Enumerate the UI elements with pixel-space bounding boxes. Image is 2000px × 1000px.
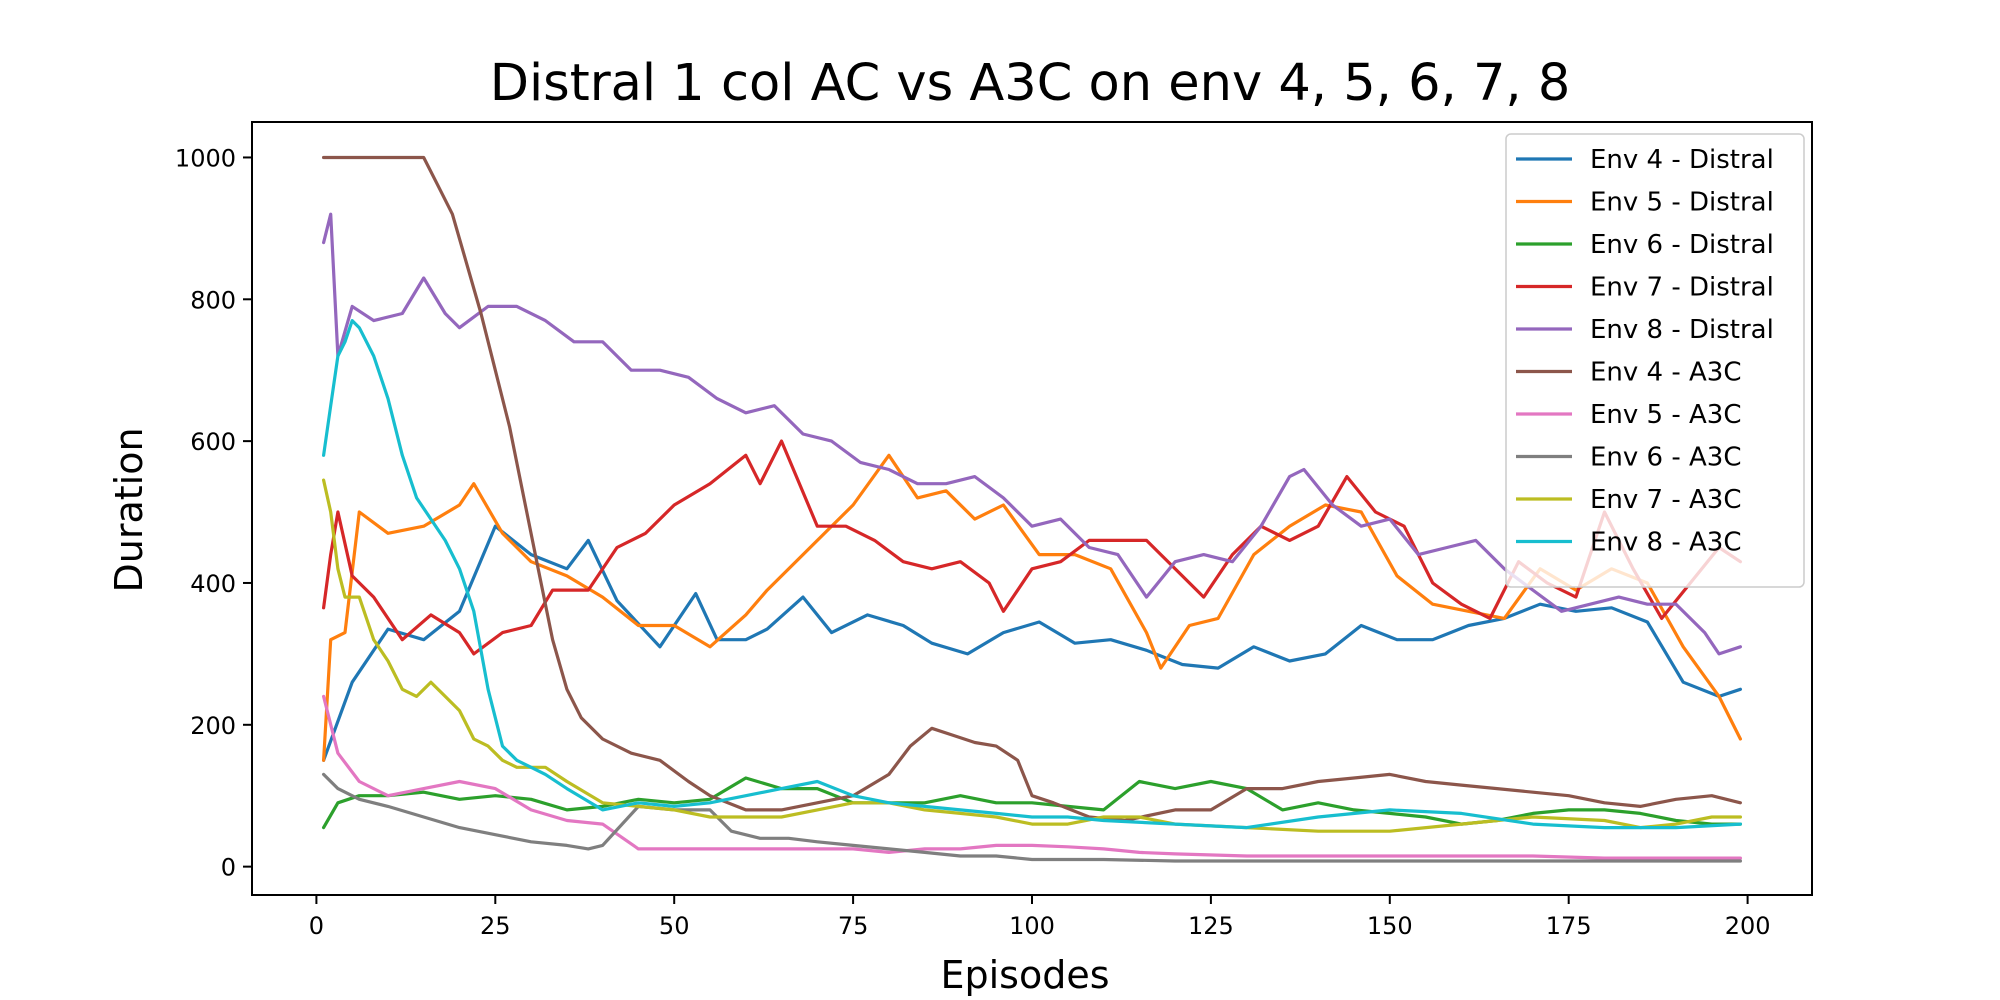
y-axis: 0 200 400 600 800 1000 [175, 144, 252, 882]
legend-label-4: Env 7 - Distral [1590, 273, 1774, 303]
legend-label-8: Env 6 - A3C [1590, 443, 1742, 473]
legend-label-5: Env 8 - Distral [1590, 315, 1774, 345]
series-line-5 [322, 212, 1743, 656]
series-line-10 [322, 319, 1743, 830]
y-tick-label: 0 [221, 854, 236, 882]
series-line-8 [322, 772, 1743, 863]
legend-box [1505, 133, 1805, 588]
x-tick-label: 200 [1725, 912, 1771, 940]
x-tick-label: 75 [838, 912, 869, 940]
x-tick-label: 0 [309, 912, 324, 940]
legend-label-10: Env 8 - A3C [1590, 528, 1742, 558]
y-tick-label: 600 [190, 428, 236, 456]
y-axis-label: Duration [107, 427, 151, 592]
series-line-4 [322, 439, 1743, 656]
legend-label-9: Env 7 - A3C [1590, 485, 1742, 515]
legend: Env 4 - Distral Env 5 - Distral Env 6 - Di… [1505, 133, 1805, 588]
x-tick-label: 175 [1546, 912, 1592, 940]
legend-label-6: Env 4 - A3C [1590, 358, 1742, 388]
series-line-9 [322, 478, 1743, 833]
legend-label-2: Env 5 - Distral [1590, 188, 1774, 218]
y-tick-label: 400 [190, 570, 236, 598]
x-tick-label: 50 [659, 912, 690, 940]
y-tick-label: 200 [190, 712, 236, 740]
x-axis: 0 25 50 75 100 125 150 175 200 [309, 895, 1771, 940]
series-layer [322, 155, 1743, 863]
legend-label-1: Env 4 - Distral [1590, 145, 1774, 175]
x-tick-label: 125 [1188, 912, 1234, 940]
series-line-3 [322, 776, 1743, 830]
y-tick-label: 800 [190, 286, 236, 314]
series-line-7 [322, 694, 1743, 860]
x-tick-label: 150 [1367, 912, 1413, 940]
series-line-6 [322, 155, 1743, 823]
legend-label-3: Env 6 - Distral [1590, 230, 1774, 260]
y-tick-label: 1000 [175, 144, 236, 172]
x-tick-label: 25 [480, 912, 511, 940]
chart-title: Distral 1 col AC vs A3C on env 4, 5, 6, … [490, 54, 1571, 113]
legend-label-7: Env 5 - A3C [1590, 400, 1742, 430]
x-tick-label: 100 [1009, 912, 1055, 940]
x-axis-label: Episodes [940, 953, 1109, 997]
